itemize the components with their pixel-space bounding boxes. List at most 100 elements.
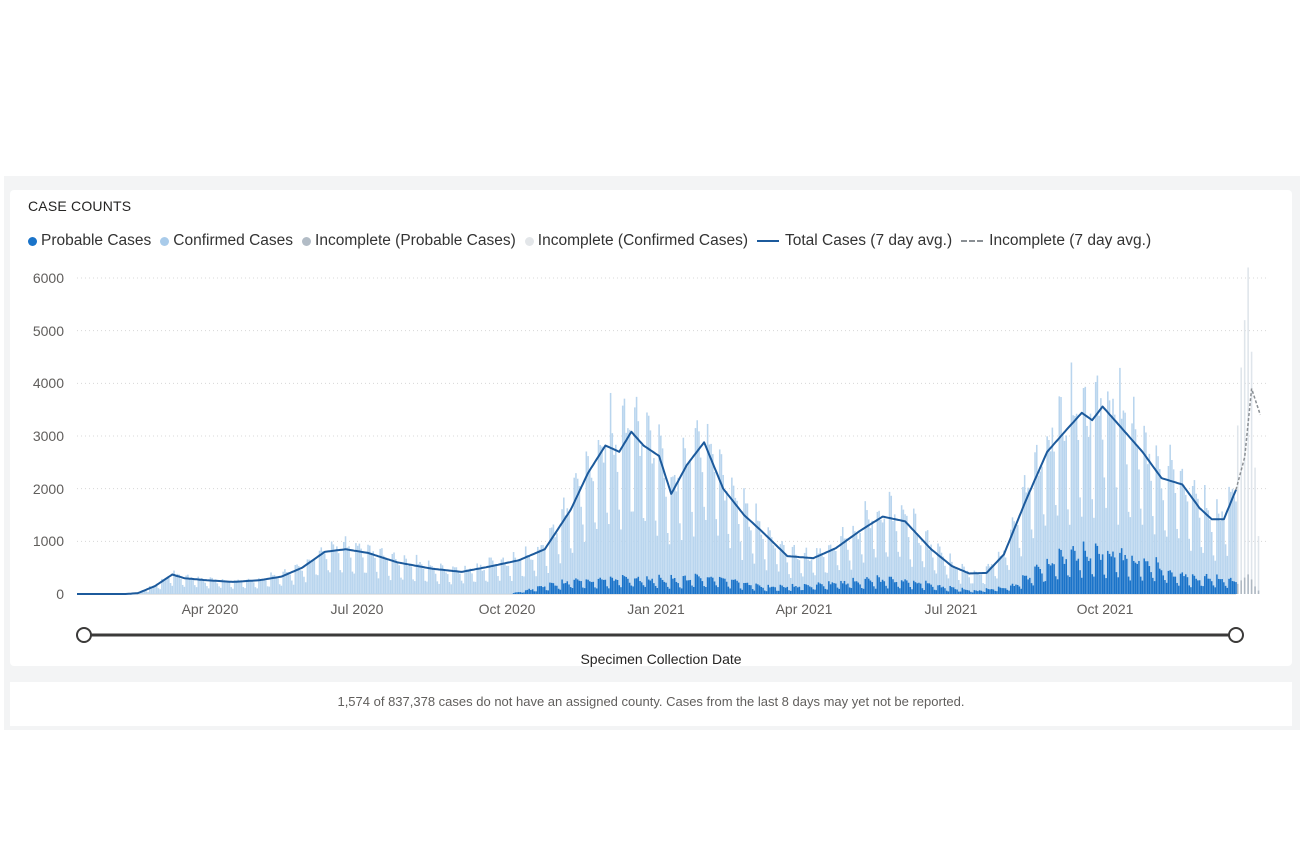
legend-item-confirmed[interactable]: Confirmed Cases: [160, 232, 293, 250]
confirmed-bar: [571, 552, 574, 594]
legend-item-probable[interactable]: Probable Cases: [28, 232, 151, 250]
confirmed-bar: [200, 578, 203, 594]
probable-bar: [618, 585, 621, 594]
date-range-slider[interactable]: [76, 627, 1244, 643]
probable-bar: [854, 581, 856, 594]
probable-bar: [741, 589, 744, 594]
probable-bar: [647, 579, 650, 594]
confirmed-bar: [947, 578, 950, 594]
confirmed-bar: [1042, 514, 1045, 594]
confirmed-bar: [1136, 445, 1139, 594]
probable-bar: [881, 579, 884, 594]
confirmed-bar: [992, 564, 995, 594]
probable-bar: [753, 590, 756, 594]
probable-bar: [1235, 582, 1237, 594]
confirmed-bar: [1003, 550, 1005, 594]
confirmed-bar: [717, 535, 719, 594]
confirmed-bar: [533, 570, 536, 594]
confirmed-bar: [1016, 524, 1019, 594]
confirmed-bar: [812, 572, 815, 594]
confirmed-bar: [1084, 386, 1087, 594]
probable-bar: [691, 585, 693, 594]
confirmed-bar: [422, 568, 425, 594]
probable-bar: [679, 587, 681, 594]
probable-bar: [1204, 576, 1206, 594]
confirmed-bar: [550, 527, 553, 594]
confirmed-bar: [954, 567, 957, 594]
probable-bar: [587, 579, 589, 594]
confirmed-bar: [384, 558, 387, 594]
confirmed-bar: [1171, 459, 1173, 594]
probable-bar: [653, 583, 655, 594]
confirmed-bar: [689, 461, 692, 594]
confirmed-bar: [327, 570, 329, 594]
probable-bar: [734, 579, 737, 594]
confirmed-bar: [1204, 485, 1206, 594]
probable-bar: [845, 584, 847, 594]
confirmed-bar: [369, 545, 371, 594]
probable-bar: [706, 577, 709, 594]
confirmed-bar: [233, 580, 236, 594]
x-tick-label: Oct 2020: [479, 601, 536, 617]
probable-bar: [535, 591, 537, 594]
legend-item-total-avg[interactable]: Total Cases (7 day avg.): [757, 232, 952, 250]
probable-bar: [1077, 558, 1080, 594]
legend-label: Incomplete (Confirmed Cases): [537, 232, 748, 249]
total-cases-avg-line: [77, 405, 1237, 595]
confirmed-bar: [161, 578, 163, 594]
probable-bar: [819, 583, 821, 594]
probable-bar: [1065, 559, 1068, 594]
probable-bar: [779, 584, 782, 594]
confirmed-bar: [1191, 485, 1194, 594]
probable-bar: [980, 590, 983, 594]
probable-bar: [919, 583, 922, 594]
probable-bar: [822, 586, 825, 594]
probable-bar: [575, 578, 577, 594]
probable-bar: [703, 586, 705, 594]
legend-item-incomplete-probable[interactable]: Incomplete (Probable Cases): [302, 232, 516, 250]
confirmed-bar: [680, 540, 683, 594]
probable-bar: [1046, 558, 1048, 594]
probable-bar: [564, 583, 567, 594]
confirmed-bar: [1216, 499, 1218, 594]
probable-bar: [1190, 587, 1192, 594]
probable-bar: [757, 584, 759, 594]
probable-bar: [1127, 576, 1130, 594]
confirmed-bar: [466, 569, 468, 594]
legend-item-incomplete-avg[interactable]: Incomplete (7 day avg.): [961, 232, 1151, 250]
confirmed-bar: [1193, 480, 1196, 594]
probable-bar: [727, 586, 730, 594]
probable-bar: [1152, 577, 1154, 594]
confirmed-bar: [750, 530, 752, 594]
legend-item-incomplete-confirmed[interactable]: Incomplete (Confirmed Cases): [524, 232, 748, 250]
confirmed-bar: [1023, 475, 1026, 594]
confirmed-bar: [1231, 488, 1234, 594]
probable-bar: [885, 585, 887, 594]
probable-bar: [862, 588, 865, 594]
confirmed-bar: [606, 512, 608, 594]
confirmed-bar: [654, 520, 657, 594]
probable-bar: [895, 582, 898, 594]
confirmed-bar: [187, 574, 189, 594]
probable-bar: [930, 584, 932, 594]
probable-bar: [876, 575, 879, 594]
confirmed-bar: [625, 432, 627, 594]
probable-bar: [668, 588, 671, 594]
confirmed-bar: [805, 547, 808, 594]
confirmed-bar: [590, 477, 593, 594]
confirmed-bar: [876, 511, 879, 594]
slider-end-handle[interactable]: [1228, 627, 1244, 643]
confirmed-bar: [346, 547, 349, 594]
confirmed-bar: [762, 539, 764, 594]
confirmed-bar: [642, 518, 645, 594]
confirmed-bar: [952, 565, 955, 594]
confirmed-bar: [994, 576, 996, 594]
probable-bar: [585, 579, 588, 594]
probable-bar: [549, 582, 551, 594]
probable-bar: [835, 583, 837, 594]
probable-bar: [966, 590, 969, 594]
confirmed-bar: [322, 551, 324, 594]
probable-bar: [997, 586, 1000, 594]
slider-start-handle[interactable]: [76, 627, 92, 643]
confirmed-bar: [999, 556, 1002, 594]
